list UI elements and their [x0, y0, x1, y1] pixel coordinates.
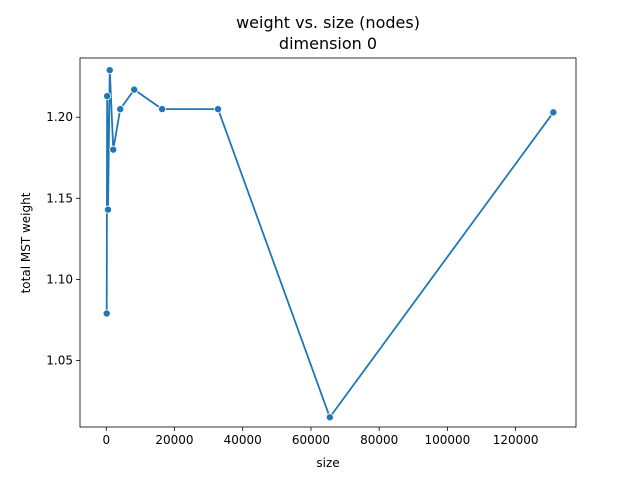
x-tick-label: 120000: [493, 433, 539, 447]
y-axis-label: total MST weight: [19, 192, 33, 293]
data-point: [116, 105, 125, 114]
data-point: [105, 66, 114, 75]
data-point: [214, 105, 223, 114]
data-point: [103, 92, 112, 101]
y-tick-label: 1.20: [46, 110, 73, 124]
y-tick-label: 1.15: [46, 191, 73, 205]
chart-subtitle: dimension 0: [279, 34, 377, 53]
data-point: [325, 413, 334, 422]
x-tick-label: 100000: [424, 433, 470, 447]
plot-area: 0 20000 40000 60000 80000 100000 120000 1.05 1.1…: [46, 57, 577, 447]
x-tick-label: 40000: [224, 433, 262, 447]
y-tick-label: 1.05: [46, 353, 73, 367]
x-tick-label: 20000: [155, 433, 193, 447]
y-tick-label: 1.10: [46, 272, 73, 286]
x-tick-label: 60000: [292, 433, 330, 447]
x-tick-label: 0: [102, 433, 110, 447]
x-tick-label: 80000: [360, 433, 398, 447]
x-axis-label: size: [316, 456, 339, 470]
data-point: [109, 145, 118, 154]
data-point: [102, 309, 111, 318]
chart-title: weight vs. size (nodes): [236, 13, 420, 32]
plot-frame: [79, 57, 577, 428]
data-point: [158, 105, 167, 114]
data-point: [104, 205, 113, 214]
data-point: [130, 85, 139, 94]
data-point: [549, 108, 558, 117]
